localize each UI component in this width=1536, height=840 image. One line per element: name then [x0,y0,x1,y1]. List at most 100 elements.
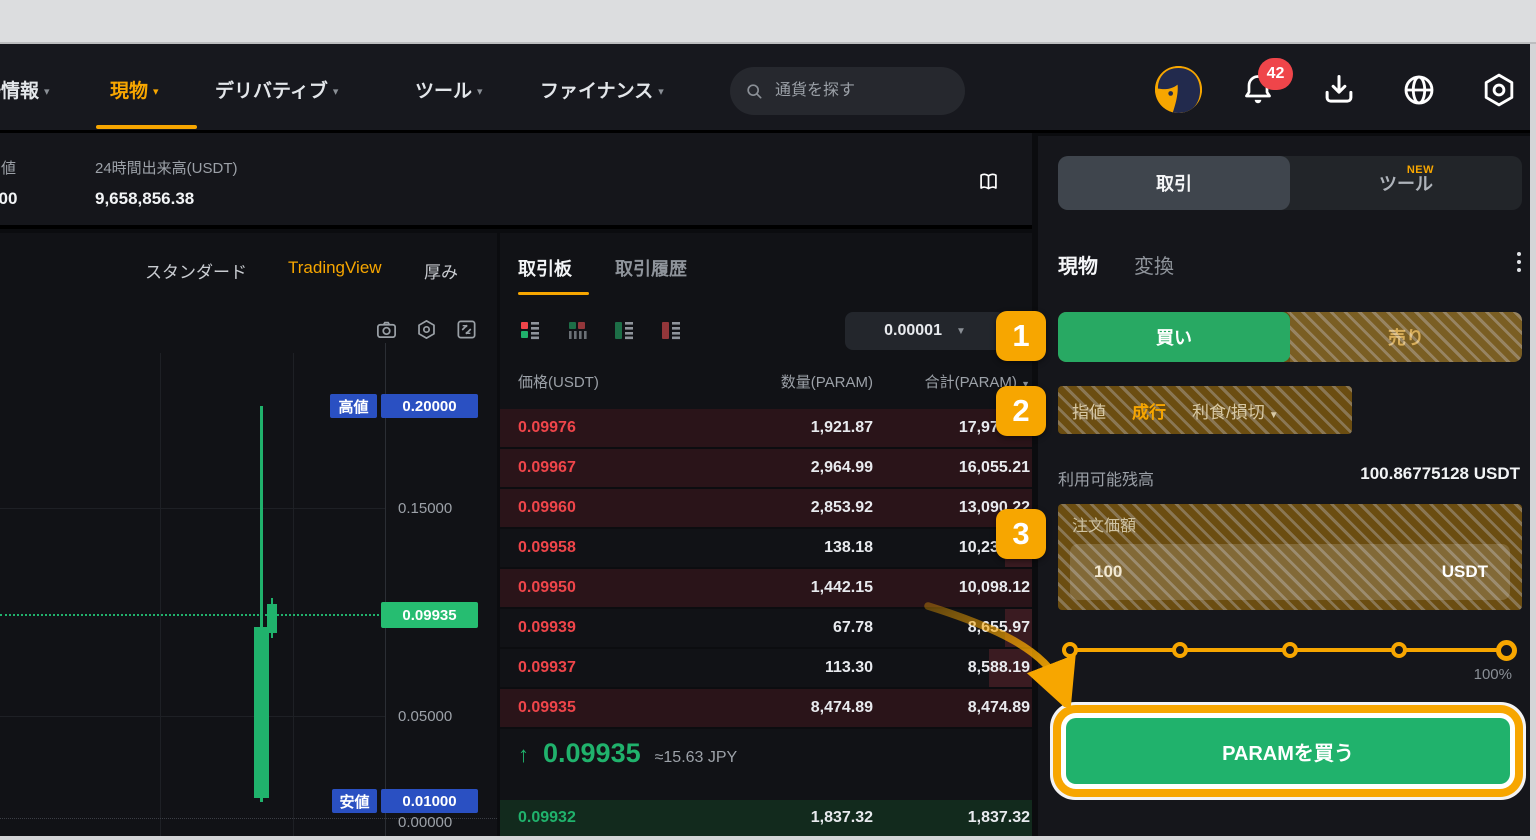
low-label-badge: 安値 [332,789,377,813]
globe-icon[interactable] [1400,70,1438,110]
nav-item-derivatives[interactable]: デリバティブ ▾ [215,76,338,103]
ask-row[interactable]: 0.09950 1,442.15 10,098.12 [500,569,1032,609]
order-type-market[interactable]: 成行 [1132,402,1166,422]
last-price: 0.09935 [543,738,641,768]
guide-book-icon[interactable] [976,170,1001,194]
mode-convert[interactable]: 変換 [1134,256,1174,278]
ask-row[interactable]: 0.09935 8,474.89 8,474.89 [500,689,1032,729]
market-stats-bar: 時間安値 0.01000 24時間出来高(USDT) 9,658,856.38 [0,133,1032,229]
chart-gridline [0,508,385,509]
col-price: 価格(USDT) [518,374,599,391]
ask-row[interactable]: 0.09976 1,921.87 17,977.08 [500,409,1032,449]
tab-trade[interactable]: 取引 [1058,156,1290,210]
tab-trade-history[interactable]: 取引履歴 [615,259,687,279]
nav-label: 場情報 [0,81,40,102]
sort-caret-icon: ▼ [1021,379,1030,389]
chart-panel: スタンダード TradingView 厚み 高値 0.20000 0.15000… [0,233,497,836]
search-input[interactable] [773,81,933,101]
camera-icon[interactable] [375,318,398,341]
view-asks-icon[interactable] [659,318,683,342]
more-options-icon[interactable] [1516,252,1522,276]
candle-body [254,627,269,798]
precision-dropdown[interactable]: 0.00001 ▼ [845,312,1005,350]
buy-param-button[interactable]: PARAMを買う [1066,718,1510,784]
slider-knob-25[interactable] [1172,642,1188,658]
nav-label: 現物 [110,81,149,102]
chevron-down-icon: ▼ [955,325,966,337]
tab-orderbook[interactable]: 取引板 [518,259,572,279]
chevron-down-icon: ▾ [44,86,50,98]
buy-toggle[interactable]: 買い [1058,312,1290,362]
current-price-line [0,614,383,616]
slider-knob-100[interactable] [1496,640,1517,661]
orderbook-header: 価格(USDT) 数量(PARAM) 合計(PARAM) ▼ [500,371,1032,392]
bid-row[interactable]: 0.09932 1,837.32 1,837.32 [500,800,1032,836]
annotation-badge-2: 2 [996,386,1046,436]
download-icon[interactable] [1320,70,1358,110]
col-total[interactable]: 合計(PARAM) ▼ [924,374,1030,391]
axis-tick: 0.05000 [398,708,453,725]
fullscreen-icon[interactable] [455,318,478,341]
price-up-arrow-icon: ↑ [518,742,529,767]
mode-spot[interactable]: 現物 [1058,256,1098,278]
tab-tools[interactable]: ツール [1379,174,1433,194]
chart-tab-tradingview[interactable]: TradingView [288,258,382,277]
price-axis[interactable] [385,343,386,836]
col-qty: 数量(PARAM) [780,374,873,391]
ask-row[interactable]: 0.09967 2,964.99 16,055.21 [500,449,1032,489]
nav-item-spot[interactable]: 現物 ▾ [110,76,159,103]
avatar[interactable] [1155,66,1202,113]
panel-divider [497,233,500,836]
candle-body [267,604,277,633]
orderbook-panel: 取引板 取引履歴 0.00001 ▼ 価格(USDT) 数量(PARAM) 合計… [500,233,1032,836]
slider-knob-75[interactable] [1391,642,1407,658]
ask-row[interactable]: 0.09939 67.78 8,655.97 [500,609,1032,649]
order-type-limit[interactable]: 指値 [1072,402,1106,422]
nav-label: ツール [415,81,473,102]
active-tab-underline [96,125,197,129]
nav-item-tools[interactable]: ツール ▾ [415,76,483,103]
order-value-input[interactable] [1092,561,1292,583]
ask-row[interactable]: 0.09937 113.30 8,588.19 [500,649,1032,689]
settings-gear-icon[interactable] [1480,70,1518,110]
chevron-down-icon: ▾ [153,86,159,98]
chevron-down-icon: ▾ [332,86,339,98]
side-toggle: 買い 売り [1058,312,1522,362]
axis-tick: 0.15000 [398,500,453,517]
chart-settings-icon[interactable] [415,318,438,341]
top-nav: 場情報 ▾ 現物 ▾ デリバティブ ▾ ツール ▾ ファイナンス ▾ 42 [0,44,1530,133]
order-type-tpsl[interactable]: 利食/損切 ▼ [1192,402,1279,422]
axis-tick: 0.00000 [398,814,453,831]
chart-zero-line [0,818,497,819]
ask-row[interactable]: 0.09960 2,853.92 13,090.22 [500,489,1032,529]
chevron-down-icon: ▾ [658,86,664,98]
view-depth-icon[interactable] [565,318,589,342]
search-bar[interactable] [730,67,965,115]
ask-row[interactable]: 0.09958 138.18 10,236.30 [500,529,1032,569]
nav-label: デリバティブ [215,81,328,102]
chart-tab-depth[interactable]: 厚み [424,263,458,282]
nav-item-market-info[interactable]: 場情報 ▾ [0,76,50,103]
last-price-row[interactable]: ↑ 0.09935 ≈15.63 JPY [518,738,737,769]
last-price-fiat: ≈15.63 JPY [654,749,738,766]
chart-tab-standard[interactable]: スタンダード [145,263,247,282]
window-frame-top [0,0,1536,44]
balance-label: 利用可能残高 [1058,472,1155,489]
nav-label: ファイナンス [540,81,654,102]
window-frame-right [1530,44,1536,840]
annotation-badge-3: 3 [996,509,1046,559]
order-value-field[interactable]: USDT [1070,544,1510,600]
low-24h-label: 時間安値 [0,160,17,177]
notification-count-badge: 42 [1258,58,1293,90]
sell-toggle[interactable]: 売り [1290,312,1522,362]
view-bids-icon[interactable] [612,318,636,342]
chevron-down-icon: ▼ [1268,409,1279,421]
chart-gridline [0,716,385,717]
high-label-badge: 高値 [330,394,377,418]
chart-gridline [160,353,161,836]
slider-knob-50[interactable] [1282,642,1298,658]
nav-item-finance[interactable]: ファイナンス ▾ [540,76,664,103]
active-tab-underline [518,292,589,295]
slider-max-label: 100% [1473,666,1512,683]
view-combined-icon[interactable] [518,318,542,342]
